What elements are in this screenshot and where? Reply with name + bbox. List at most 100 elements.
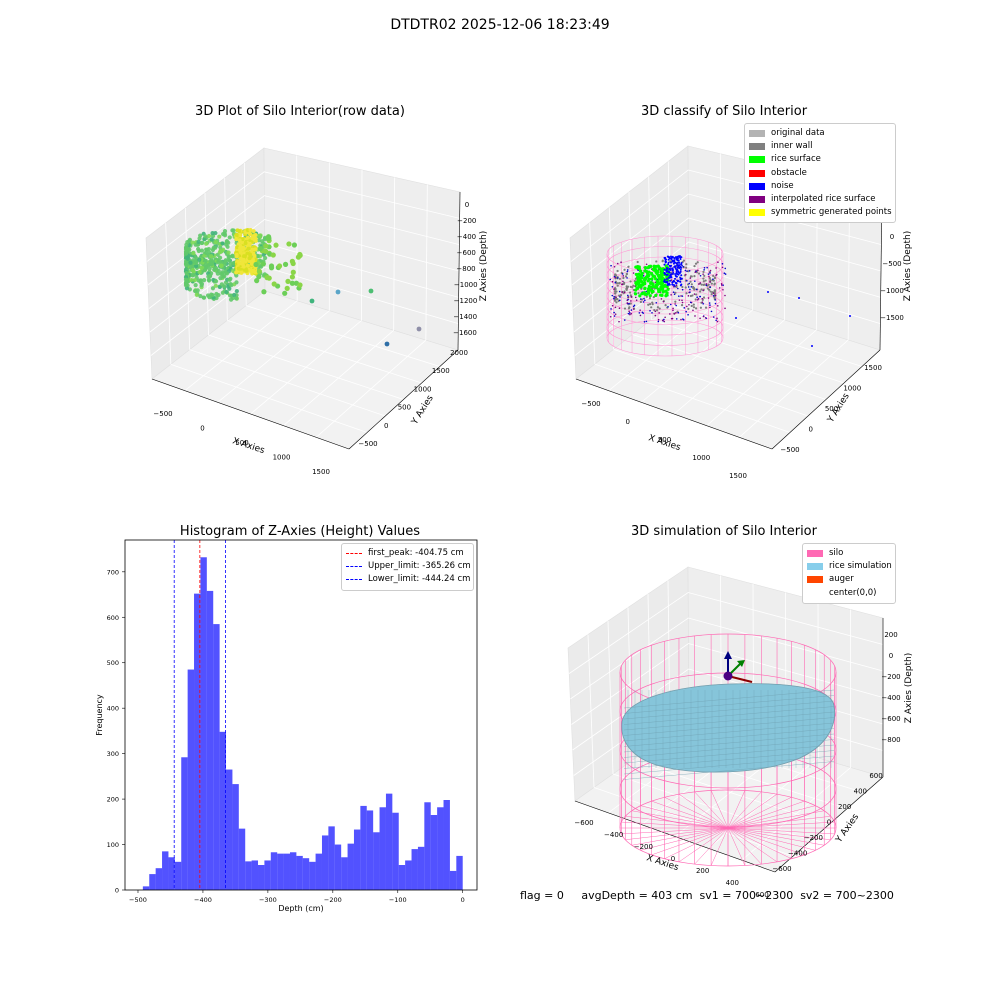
interpolated-point — [670, 279, 673, 281]
silo-floor-spoke — [678, 793, 729, 829]
rice-surface-point — [647, 270, 651, 274]
interpolated-point — [678, 299, 681, 301]
raw-point — [270, 252, 276, 258]
silo-floor-spoke — [640, 827, 729, 851]
interpolated-point — [686, 270, 688, 272]
interpolated-point — [630, 312, 633, 315]
histogram-bar — [328, 826, 335, 890]
raw-point — [234, 232, 239, 237]
histogram-y-tick-label: 400 — [107, 705, 119, 713]
raw-z-tick: −1600 — [453, 329, 477, 337]
noise-point — [679, 268, 682, 271]
rice-surface-point — [651, 274, 655, 278]
interpolated-point — [686, 279, 688, 282]
raw-y-tick: 500 — [398, 404, 411, 412]
status-line: flag = 0 avgDepth = 403 cm sv1 = 700~230… — [520, 889, 894, 902]
histogram-bar — [245, 861, 252, 890]
raw-point — [213, 283, 218, 288]
histogram-bar — [398, 865, 406, 890]
interpolated-point — [688, 303, 690, 306]
noise-point — [676, 279, 679, 282]
raw-point — [248, 252, 253, 257]
inner-wall-point — [623, 307, 627, 310]
interpolated-point — [677, 287, 679, 290]
interpolated-point — [707, 273, 710, 275]
histogram-bar — [405, 860, 412, 890]
histogram-bar — [321, 835, 329, 890]
interpolated-point — [682, 318, 685, 321]
simulation-z-tick: 0 — [889, 652, 893, 660]
interpolated-point — [702, 273, 704, 275]
interpolated-point — [688, 282, 691, 285]
raw-point — [228, 276, 233, 281]
interpolated-point — [662, 300, 665, 303]
raw-point — [253, 232, 258, 237]
rice-surface-point — [648, 294, 652, 298]
raw-point — [204, 241, 209, 246]
raw-point — [191, 272, 196, 278]
interpolated-point — [692, 309, 694, 312]
raw-y-axis-line — [348, 349, 459, 450]
interpolated-point — [705, 283, 708, 285]
interpolated-point — [694, 315, 696, 317]
inner-wall-point — [619, 294, 623, 297]
raw-point — [227, 254, 232, 259]
raw-z-tick: −1000 — [454, 281, 478, 289]
rice-surface-point — [663, 289, 668, 293]
inner-wall-point — [712, 279, 715, 282]
histogram-bar — [385, 793, 393, 890]
raw-point — [268, 265, 275, 271]
inner-wall-point — [702, 270, 705, 274]
rice-mesh-line — [623, 717, 835, 736]
interpolated-point — [685, 310, 687, 313]
inner-wall-point — [689, 275, 693, 278]
raw-point — [256, 268, 262, 274]
classify-grid-line — [739, 339, 849, 438]
inner-wall-point — [629, 280, 632, 283]
raw-point — [197, 257, 202, 262]
histogram-legend-swatch — [346, 579, 362, 581]
simulation-z-tick: −800 — [881, 736, 900, 744]
interpolated-point — [674, 303, 676, 305]
histogram-x-axis-label: Depth (cm) — [278, 904, 323, 913]
noise-point — [672, 262, 675, 265]
raw-tick-labels: −500 0 500 1000 1500 −500 0 500 1000 1500 2000 0 −20… — [153, 201, 477, 476]
noise-point — [675, 269, 678, 272]
interpolated-point — [715, 267, 717, 269]
noise-point — [666, 267, 669, 270]
inner-wall-point — [658, 307, 661, 310]
noise-point — [664, 257, 667, 260]
inner-wall-point — [694, 298, 697, 301]
noise-point — [667, 258, 670, 261]
histogram-bar — [226, 769, 233, 890]
rice-surface-point — [664, 294, 668, 298]
interpolated-point — [639, 298, 642, 300]
interpolated-point — [722, 284, 724, 286]
histogram-y-tick-label: 300 — [107, 750, 119, 758]
raw-outlier-point — [368, 288, 374, 294]
interpolated-point — [689, 301, 692, 304]
raw-point — [264, 275, 270, 281]
interpolated-point — [716, 317, 718, 320]
inner-wall-point — [700, 283, 703, 286]
raw-point — [191, 251, 196, 256]
raw-point — [205, 293, 211, 298]
simulation-y-tick: 600 — [869, 772, 882, 780]
histogram-bar — [142, 886, 150, 890]
raw-point — [246, 246, 251, 251]
noise-point — [667, 261, 670, 264]
raw-point — [266, 235, 272, 241]
simulation-x-tick: −400 — [604, 831, 623, 839]
inner-wall-point — [691, 285, 695, 289]
histogram-bar — [456, 855, 463, 890]
raw-point — [209, 254, 214, 259]
interpolated-point — [614, 306, 617, 309]
interpolated-point — [710, 310, 713, 313]
interpolated-point — [685, 273, 687, 276]
raw-point — [273, 242, 279, 248]
raw-x-tick: 0 — [200, 425, 204, 433]
histogram-bar — [181, 757, 188, 890]
histogram-legend-swatch — [346, 566, 362, 568]
raw-z-tick: −200 — [457, 217, 476, 225]
interpolated-point — [622, 280, 624, 283]
